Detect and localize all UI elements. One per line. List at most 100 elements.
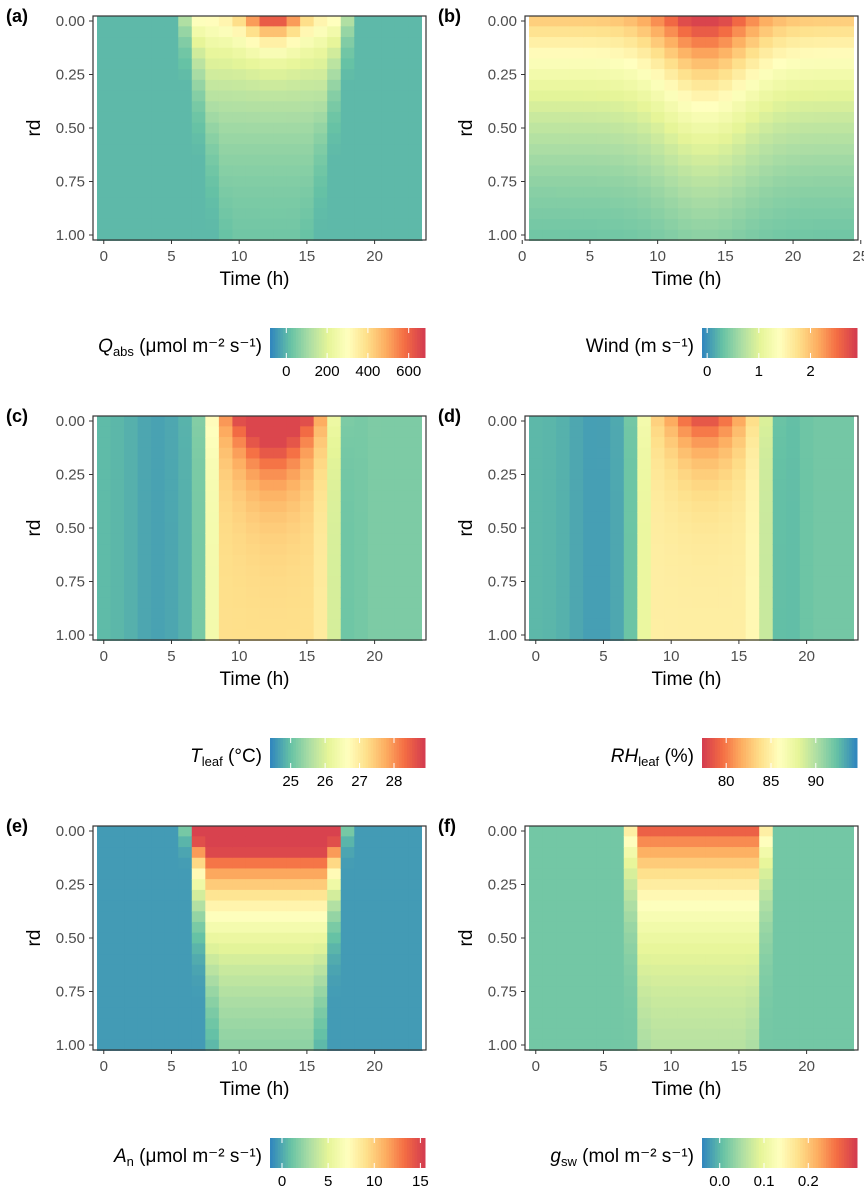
heatmap-cell — [542, 597, 557, 609]
y-tick-label: 0.75 — [56, 174, 85, 191]
heatmap-cell — [340, 133, 355, 145]
heatmap-cell — [542, 479, 557, 492]
plot-padding-right — [422, 16, 426, 240]
y-tick-label: 1.00 — [488, 627, 517, 644]
heatmap-cell — [569, 932, 584, 944]
heatmap-cell — [610, 426, 625, 438]
heatmap-cell — [840, 565, 855, 577]
heatmap-cell — [650, 911, 666, 923]
heatmap-cell — [529, 58, 544, 70]
heatmap-cell — [745, 111, 760, 124]
heatmap-cell — [313, 415, 328, 427]
heatmap-cell — [786, 544, 801, 556]
heatmap-cell — [610, 501, 625, 513]
heatmap-cell — [232, 79, 247, 92]
heatmap-cell — [408, 15, 423, 27]
colorbar-tick-label: 200 — [315, 363, 340, 380]
heatmap-cell — [583, 986, 598, 998]
x-tick-label: 15 — [731, 648, 748, 665]
colorbar-segment — [282, 738, 286, 768]
heatmap-cell — [178, 943, 193, 955]
colorbar-segment — [342, 328, 346, 358]
heatmap-cell — [313, 565, 328, 577]
heatmap-cell — [556, 533, 571, 545]
heatmap-cell — [569, 47, 584, 60]
heatmap-cell — [259, 197, 274, 209]
heatmap-cell — [650, 197, 666, 209]
heatmap-cell — [732, 544, 747, 556]
heatmap-cell — [691, 437, 706, 449]
heatmap-cell — [273, 954, 288, 966]
colorbar-tick-label: 600 — [396, 363, 421, 380]
heatmap-cell — [191, 629, 206, 641]
colorbar-segment — [756, 1138, 760, 1168]
heatmap-cell — [354, 479, 369, 492]
x-tick-label: 10 — [663, 1058, 680, 1075]
heatmap-cell — [232, 165, 247, 177]
x-tick-label: 25 — [852, 248, 864, 265]
heatmap-cell — [826, 932, 842, 944]
colorbar-segment — [293, 1138, 297, 1168]
heatmap-cell — [732, 37, 747, 49]
heatmap-cell — [799, 122, 814, 134]
heatmap-cell — [300, 889, 315, 902]
heatmap-cell — [137, 836, 152, 848]
colorbar-segment — [303, 328, 307, 358]
heatmap-cell — [245, 1039, 261, 1051]
heatmap-cell — [664, 69, 679, 81]
heatmap-cell — [218, 197, 234, 209]
heatmap-cell — [542, 932, 557, 944]
heatmap-cell — [300, 218, 315, 231]
heatmap-cell — [759, 37, 774, 49]
heatmap-cell — [205, 437, 220, 449]
heatmap-cell — [556, 79, 571, 92]
x-tick-label: 10 — [663, 648, 680, 665]
heatmap-cell — [178, 836, 193, 848]
heatmap-cell — [623, 889, 638, 902]
heatmap-cell — [408, 479, 423, 492]
heatmap-cell — [218, 144, 234, 156]
heatmap-cell — [556, 932, 571, 944]
heatmap-cell — [191, 943, 206, 955]
heatmap-cell — [786, 964, 801, 977]
colorbar-segment — [702, 738, 706, 768]
heatmap-cell — [691, 1007, 706, 1019]
heatmap-cell — [759, 522, 774, 534]
heatmap-cell — [354, 58, 369, 70]
colorbar-segment — [352, 738, 356, 768]
heatmap-cell — [596, 618, 611, 631]
heatmap-cell — [705, 1007, 720, 1019]
heatmap-cell — [394, 79, 410, 92]
heatmap-cell — [273, 836, 288, 848]
heatmap-cell — [556, 229, 571, 241]
colorbar-tick-label: 0 — [278, 1173, 286, 1190]
heatmap-cell — [327, 447, 342, 460]
plot-area — [524, 15, 859, 241]
heatmap-cell — [367, 69, 382, 81]
heatmap-cell — [732, 458, 747, 470]
heatmap-cell — [637, 629, 652, 641]
heatmap-cell — [786, 186, 801, 199]
heatmap-cell — [259, 479, 274, 492]
heatmap-cell — [826, 911, 842, 923]
heatmap-cell — [313, 501, 328, 513]
heatmap-cell — [300, 447, 315, 460]
heatmap-cell — [300, 868, 315, 880]
heatmap-cell — [732, 921, 747, 934]
heatmap-cell — [718, 597, 733, 609]
heatmap-cell — [259, 996, 274, 1009]
heatmap-cell — [151, 101, 166, 113]
heatmap-cell — [245, 197, 261, 209]
heatmap-cell — [718, 868, 733, 880]
heatmap-cell — [110, 415, 125, 427]
heatmap-cell — [327, 1028, 342, 1041]
heatmap-cell — [826, 79, 842, 92]
heatmap-cell — [650, 218, 666, 231]
heatmap-cell — [408, 79, 423, 92]
heatmap-cell — [137, 511, 152, 524]
heatmap-cell — [124, 889, 139, 902]
heatmap-cell — [840, 836, 855, 848]
heatmap-cell — [650, 69, 666, 81]
x-tick-label: 20 — [366, 1058, 383, 1075]
heatmap-cell — [718, 511, 733, 524]
